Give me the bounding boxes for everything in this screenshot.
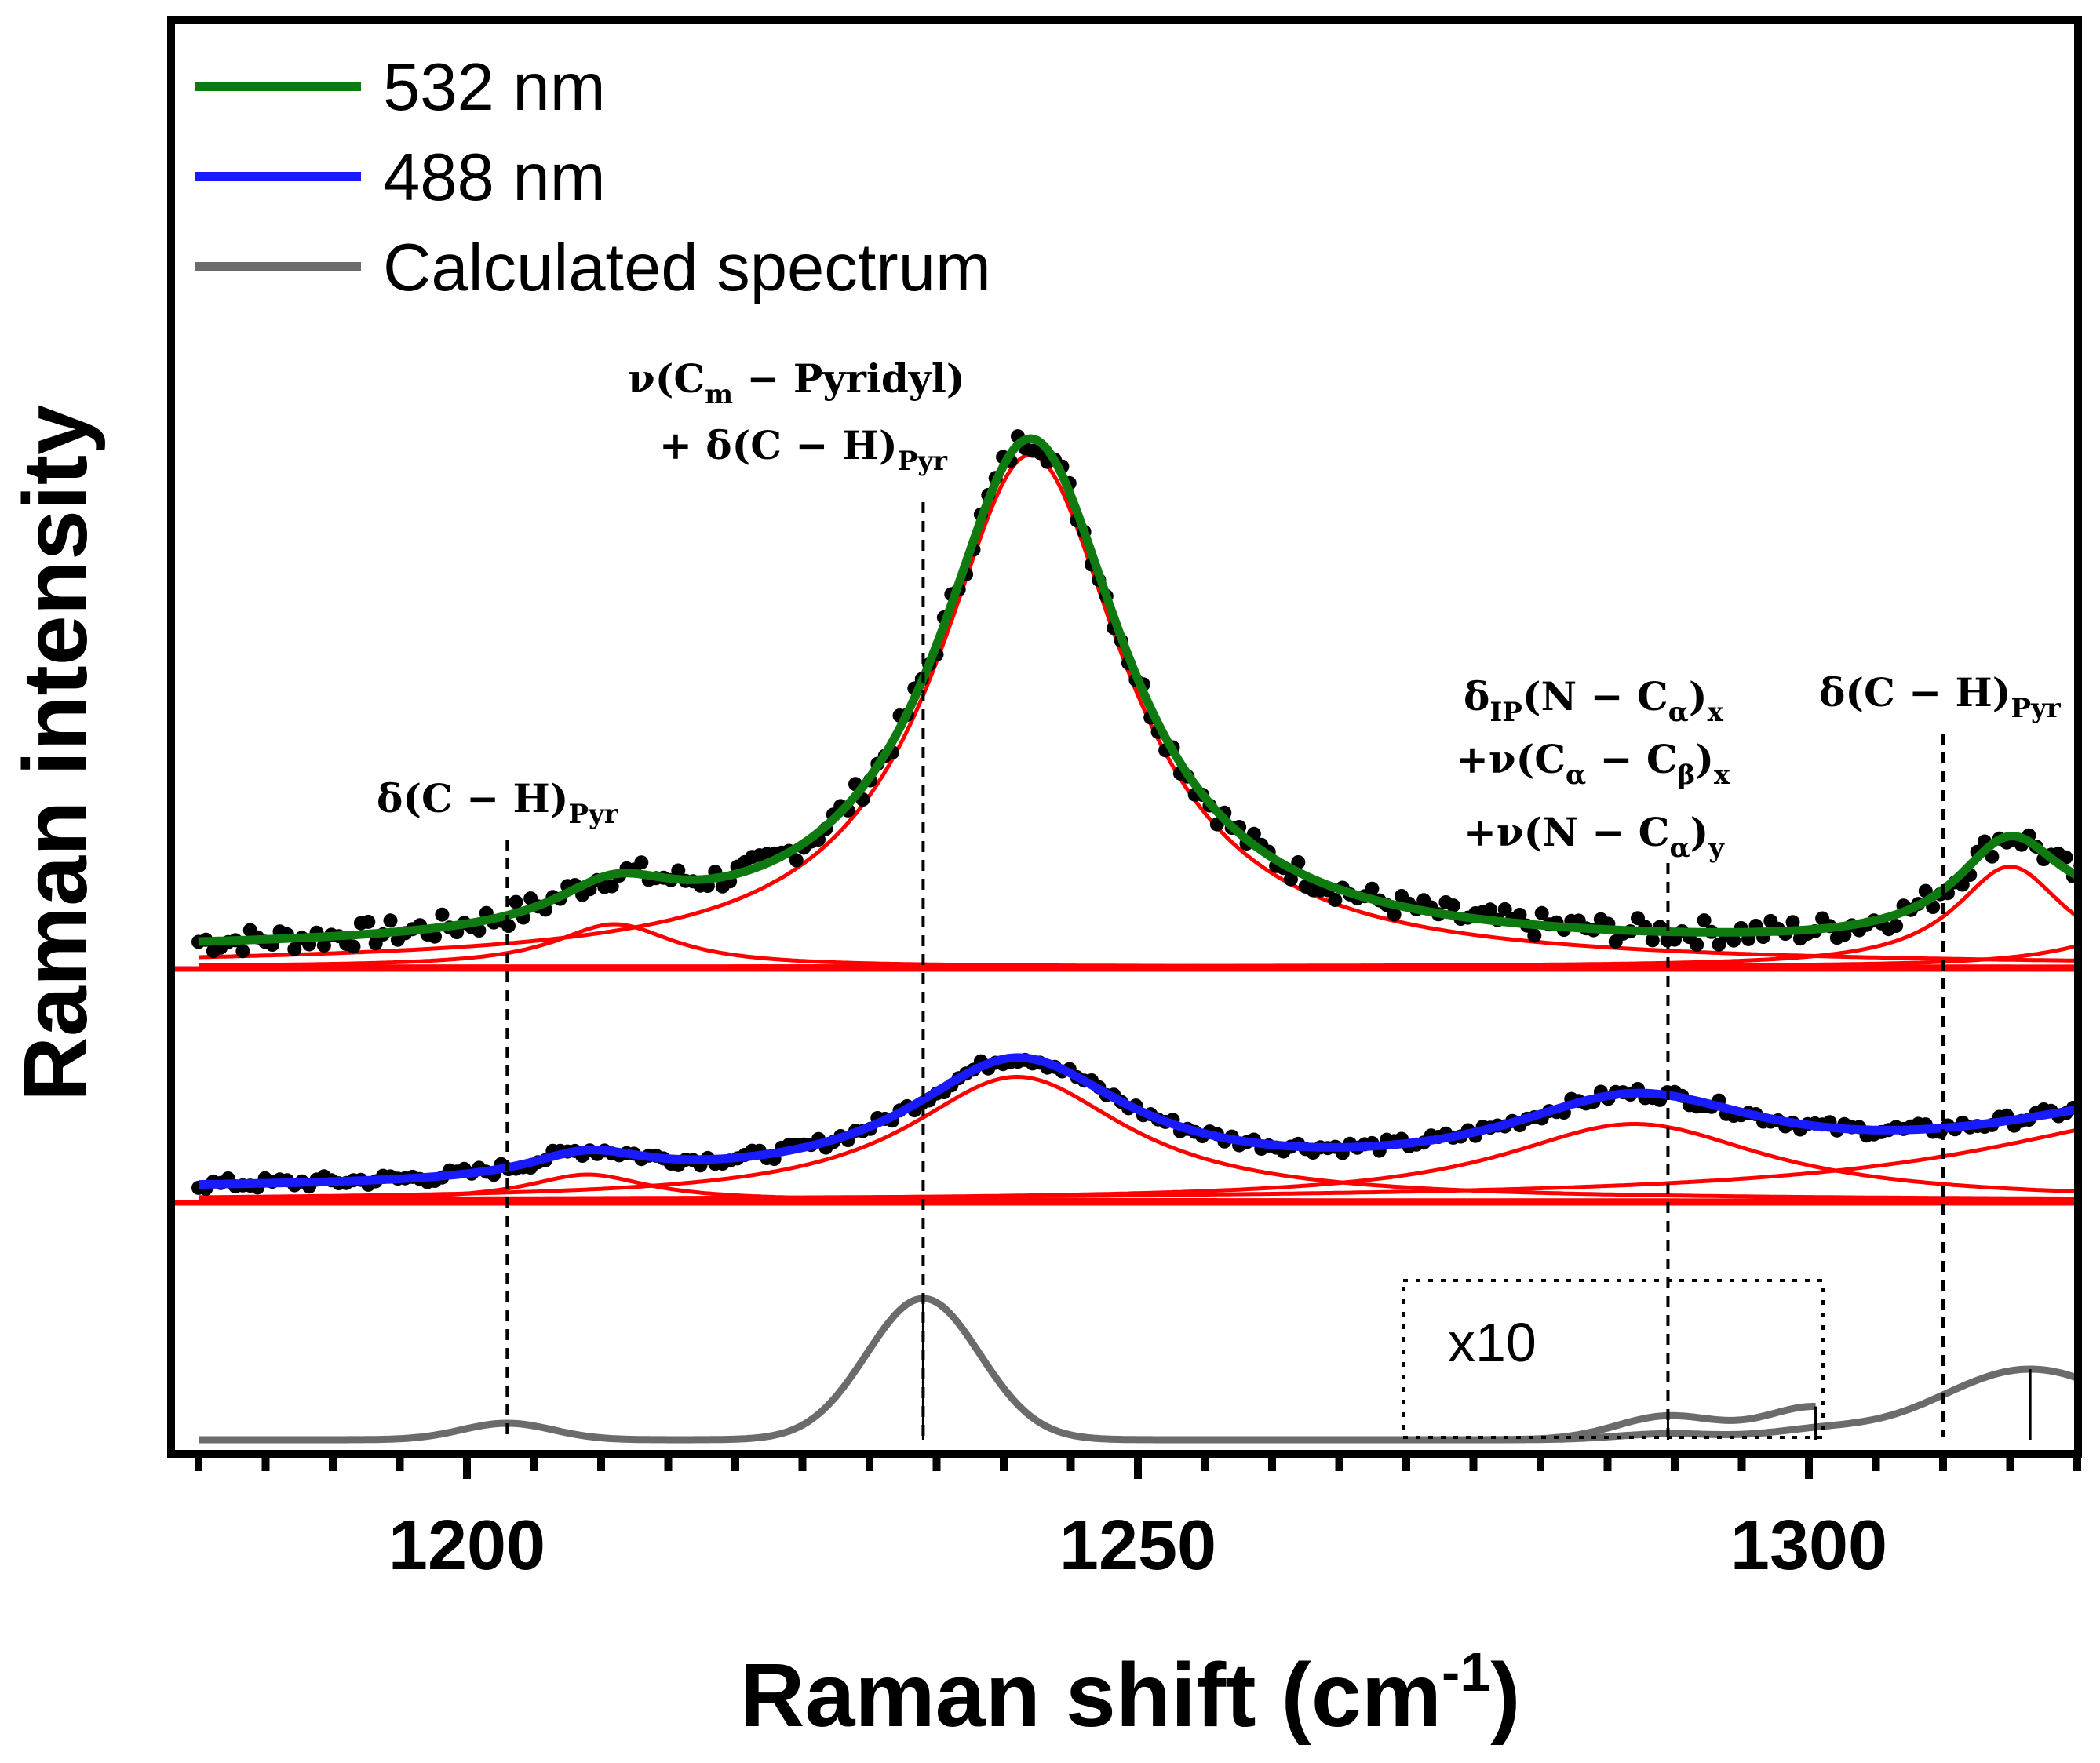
- annotation-dch-right: δ(C − H)Pyr: [1819, 669, 2062, 724]
- data-point: [346, 939, 361, 954]
- x-axis-ticks: [195, 1454, 2081, 1479]
- legend-label-488: 488 nm: [383, 140, 606, 215]
- data-point: [383, 913, 398, 928]
- data-point: [1328, 893, 1343, 907]
- data-point: [604, 879, 619, 894]
- data-point: [1365, 881, 1380, 896]
- fit-component-1-0: [198, 1172, 2075, 1203]
- data-point: [634, 855, 649, 870]
- reference-lines: [505, 502, 1945, 1437]
- data-point: [2081, 865, 2095, 880]
- fit-sum-532: [198, 434, 2075, 946]
- annotation-nu-cm-pyridyl: ν(Cm − Pyridyl): [628, 355, 965, 410]
- data-point: [789, 853, 804, 868]
- data-point: [361, 914, 376, 929]
- legend: 532 nm 488 nm Calculated spectrum: [195, 50, 991, 305]
- data-point: [472, 923, 487, 938]
- annotation-delta-ip-line3: +ν(N − Cα)y: [1464, 809, 1725, 864]
- annotation-delta-ip-line2: +ν(Cα − Cβ)x: [1456, 736, 1730, 791]
- data-point: [1512, 908, 1527, 922]
- data-point: [2058, 850, 2073, 865]
- fit-component-1-3: [199, 1128, 2075, 1201]
- fit-component-1-1: [198, 1074, 2075, 1200]
- y-axis-title: Raman intensity: [5, 405, 106, 1102]
- data-point: [428, 929, 442, 944]
- data-point: [235, 944, 250, 959]
- x-axis-title: Raman shift (cm-1): [739, 1641, 1520, 1746]
- data-point: [671, 863, 686, 878]
- data-point: [1446, 898, 1460, 913]
- legend-label-calculated: Calculated spectrum: [383, 231, 991, 305]
- data-point: [1697, 913, 1712, 928]
- calculated-spectrum: [199, 1295, 2075, 1444]
- data-point: [2088, 1098, 2100, 1113]
- fit-component-1-2: [199, 1122, 2075, 1202]
- data-point: [1283, 872, 1298, 887]
- annotation-nu-cm-pyridyl-line2: + δ(C − H)Pyr: [659, 422, 948, 477]
- data-point: [1690, 938, 1704, 952]
- data-point: [2088, 878, 2100, 892]
- x-tick-label-1200: 1200: [388, 1506, 545, 1585]
- data-point: [1497, 902, 1512, 916]
- x-tick-label-1250: 1250: [1059, 1506, 1216, 1585]
- annotation-delta-ip-line1: δIP(N − Cα)x: [1464, 673, 1724, 728]
- data-point: [2096, 888, 2100, 902]
- annotation-dch-left: δ(C − H)Pyr: [377, 775, 619, 830]
- fit-component-0-3: [199, 944, 2075, 969]
- data-point: [509, 894, 523, 909]
- data-point: [287, 942, 302, 956]
- data-point: [435, 907, 450, 922]
- data-point: [1889, 919, 1904, 934]
- data-point: [501, 919, 516, 934]
- data-point: [1482, 902, 1497, 917]
- data-point: [2096, 1101, 2100, 1115]
- inset-x10-label: x10: [1448, 1312, 1537, 1373]
- data-point: [1387, 907, 1402, 922]
- data-point: [1527, 928, 1542, 943]
- plot-frame: [167, 16, 2082, 1458]
- fit-component-0-1: [198, 452, 2075, 963]
- data-point: [1534, 905, 1549, 920]
- data-point: [316, 938, 331, 953]
- data-point: [1726, 933, 1741, 948]
- legend-label-532: 532 nm: [383, 50, 606, 125]
- data-point: [1985, 849, 2000, 864]
- calculated-spectrum-x10: [1406, 1403, 1816, 1444]
- data-point: [1785, 915, 1800, 930]
- data-point: [2081, 1097, 2095, 1111]
- plot-area: [171, 429, 2100, 1444]
- fit-sum-488: [198, 1053, 2075, 1189]
- x-tick-label-1300: 1300: [1730, 1506, 1887, 1585]
- data-point: [1645, 933, 1660, 948]
